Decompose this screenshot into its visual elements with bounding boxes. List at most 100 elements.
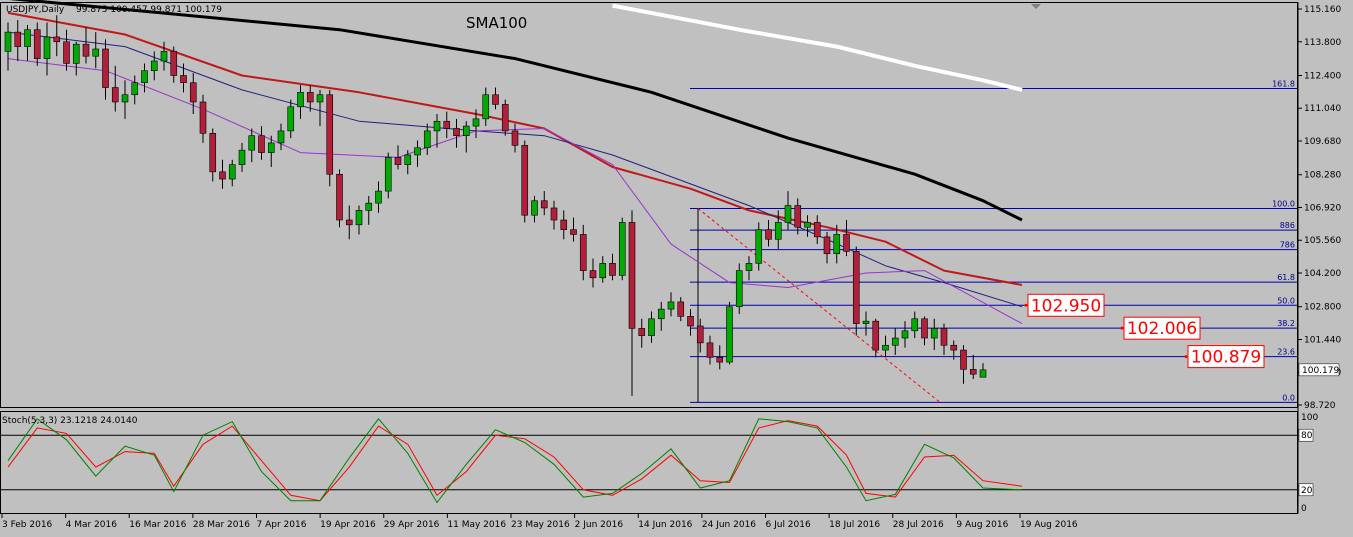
bear-candle-body (326, 94, 334, 175)
candle (336, 169, 343, 228)
bull-candle-body (979, 369, 987, 378)
bear-candle-body (969, 369, 977, 375)
candle (131, 75, 139, 105)
candle (209, 128, 217, 182)
fib-label: 61.8 (1277, 273, 1295, 282)
stoch-scale-bottom: 0 (1301, 504, 1307, 514)
bear-candle-body (492, 94, 499, 105)
price-level-label: 102.006 (1127, 319, 1197, 339)
bull-candle-body (657, 308, 665, 320)
stoch-signal-line (7, 420, 1023, 502)
x-tick-label: 4 Mar 2016 (66, 520, 118, 530)
x-tick-label: 11 May 2016 (447, 520, 506, 530)
sma100-line (8, 0, 1023, 222)
stoch-label: Stoch(5,3,3) 23.1218 24.0140 (2, 416, 138, 426)
candle (228, 159, 236, 187)
x-tick-label: 28 Jul 2016 (893, 520, 944, 530)
candle (102, 39, 109, 100)
candle (482, 87, 490, 127)
x-tick-label: 19 Apr 2016 (320, 520, 376, 530)
candle (111, 65, 119, 112)
candle (443, 111, 451, 139)
bull-candle-body (414, 147, 421, 156)
price-level-anchor (1184, 355, 1188, 359)
fib-label: 0.0 (1282, 393, 1295, 402)
x-tick-label: 29 Apr 2016 (384, 520, 440, 530)
candle (33, 22, 41, 66)
candle (219, 159, 226, 189)
bear-candle-body (706, 342, 714, 358)
candle (141, 63, 148, 93)
candle (345, 205, 353, 240)
fib-label: 161.8 (1272, 79, 1295, 88)
bull-candle-body (462, 125, 470, 137)
candle (121, 80, 129, 119)
candle (355, 205, 363, 235)
shift-marker (1031, 4, 1041, 9)
y-tick-label: 105.560 (1304, 236, 1341, 246)
bull-candle-body (804, 222, 811, 228)
bull-candle-body (287, 106, 295, 132)
candle (638, 318, 646, 348)
bull-candle-body (735, 270, 743, 308)
bear-candle-body (628, 222, 636, 329)
price-level-box: 100.879 (1184, 345, 1265, 369)
candle (862, 311, 870, 336)
candle (472, 109, 480, 139)
candle (375, 181, 382, 213)
bear-candle-body (570, 229, 577, 235)
bear-candle-body (258, 135, 265, 153)
candle (189, 73, 197, 115)
bull-candle-body (862, 320, 870, 324)
white-long-ma-line (612, 3, 1023, 92)
bear-candle-body (189, 82, 197, 103)
candle (394, 145, 402, 170)
candle (969, 354, 977, 379)
candle (258, 126, 265, 160)
x-tick-label: 19 Aug 2016 (1020, 520, 1078, 530)
candle (316, 89, 324, 127)
candle (960, 345, 967, 384)
candle (43, 22, 51, 76)
ohlc-readout: 99.875 100.457 99.871 100.179 (76, 5, 222, 15)
candle (267, 135, 275, 168)
y-tick-label: 111.040 (1304, 104, 1341, 114)
y-tick-label: 98.720 (1304, 401, 1336, 411)
bull-candle-body (755, 229, 763, 264)
bull-candle-body (43, 36, 51, 59)
candle (540, 191, 548, 216)
candle (462, 121, 470, 153)
bear-candle-body (501, 104, 509, 132)
candle (930, 318, 938, 351)
candle (843, 220, 850, 257)
price-axis: 115.160 113.800 112.400 111.040 109.680 108.2… (1298, 5, 1341, 411)
bear-candle-body (716, 357, 724, 363)
bull-candle-body (531, 200, 538, 216)
candle (794, 198, 802, 235)
candle (63, 29, 70, 71)
candle (414, 140, 421, 168)
price-level-anchor (1120, 326, 1124, 330)
candle (492, 87, 499, 110)
x-tick-label: 14 Jun 2016 (638, 520, 692, 530)
candle (648, 311, 655, 343)
bull-candle-body (784, 205, 792, 223)
fibonacci-levels[interactable]: 161.8 100.0 886 786 61.8 50.0 38.2 23.6 0.0 102.9… (690, 79, 1297, 403)
candle (297, 85, 304, 119)
stoch-level-box (1298, 428, 1314, 442)
candle (745, 256, 753, 281)
bear-candle-body (550, 207, 558, 221)
bear-candle-body (443, 120, 451, 129)
bear-candle-body (852, 251, 860, 324)
candle (24, 24, 31, 62)
bull-candle-body (433, 120, 441, 132)
candle (306, 85, 314, 112)
sma-label: SMA100 (466, 14, 527, 32)
bull-candle-body (131, 82, 139, 96)
bull-candle-body (355, 210, 363, 226)
candle (4, 22, 12, 71)
x-tick-label: 24 Jun 2016 (702, 520, 756, 530)
bear-candle-body (511, 130, 519, 146)
bear-candle-body (823, 236, 831, 255)
